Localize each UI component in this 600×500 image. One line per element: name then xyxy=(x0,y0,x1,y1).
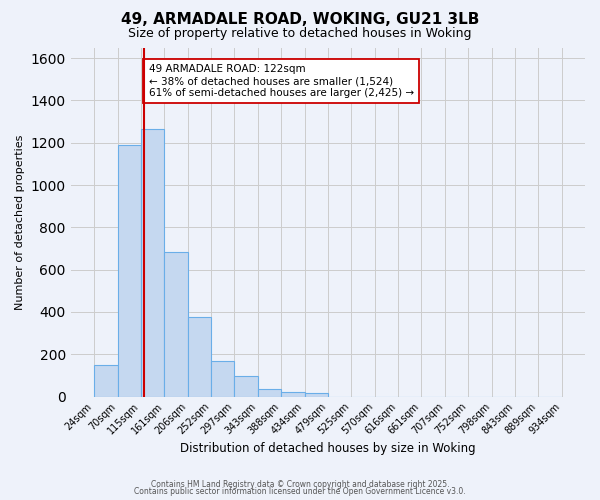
Y-axis label: Number of detached properties: Number of detached properties xyxy=(15,134,25,310)
Bar xyxy=(141,129,164,396)
Text: Size of property relative to detached houses in Woking: Size of property relative to detached ho… xyxy=(128,28,472,40)
Bar xyxy=(235,376,258,396)
Text: 49, ARMADALE ROAD, WOKING, GU21 3LB: 49, ARMADALE ROAD, WOKING, GU21 3LB xyxy=(121,12,479,28)
Bar xyxy=(258,389,281,396)
Bar xyxy=(211,360,235,396)
Bar xyxy=(164,252,188,396)
Bar xyxy=(118,145,141,397)
Bar xyxy=(305,394,328,396)
Bar xyxy=(94,366,118,396)
Bar xyxy=(281,392,305,396)
Text: Contains HM Land Registry data © Crown copyright and database right 2025.: Contains HM Land Registry data © Crown c… xyxy=(151,480,449,489)
X-axis label: Distribution of detached houses by size in Woking: Distribution of detached houses by size … xyxy=(180,442,476,455)
Text: Contains public sector information licensed under the Open Government Licence v3: Contains public sector information licen… xyxy=(134,487,466,496)
Bar xyxy=(188,317,211,396)
Text: 49 ARMADALE ROAD: 122sqm
← 38% of detached houses are smaller (1,524)
61% of sem: 49 ARMADALE ROAD: 122sqm ← 38% of detach… xyxy=(149,64,413,98)
